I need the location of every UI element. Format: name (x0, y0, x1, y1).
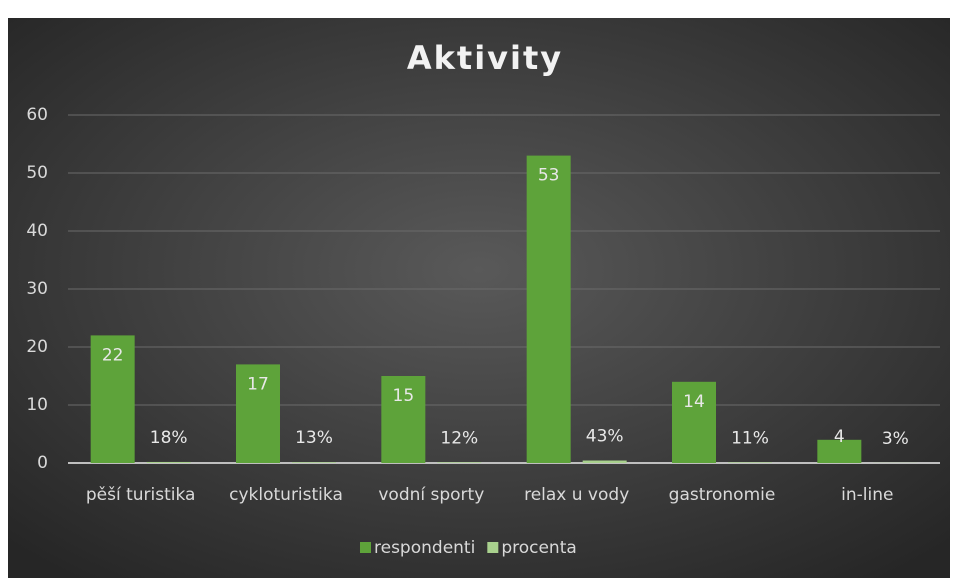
y-tick-label: 20 (26, 337, 48, 357)
chart-title: Aktivity (407, 39, 563, 77)
legend-swatch (487, 542, 498, 553)
data-label: 53 (538, 166, 560, 186)
x-tick-label: gastronomie (669, 485, 776, 505)
legend-label: respondenti (374, 538, 475, 558)
x-tick-label: cykloturistika (229, 485, 343, 505)
data-label: 22 (102, 345, 124, 365)
data-label: 15 (393, 386, 415, 406)
x-tick-label: vodní sporty (378, 485, 484, 505)
y-tick-label: 30 (26, 279, 48, 299)
x-tick-label: pěší turistika (86, 485, 196, 505)
bar (147, 462, 191, 463)
data-label: 11% (731, 428, 769, 448)
legend-swatch (360, 542, 371, 553)
legend-label: procenta (501, 538, 576, 558)
y-tick-label: 60 (26, 105, 48, 125)
data-label: 43% (586, 427, 624, 447)
bar (292, 462, 336, 463)
data-label: 3% (882, 429, 909, 449)
bar (583, 461, 627, 463)
x-tick-label: in-line (841, 485, 893, 505)
data-label: 12% (440, 428, 478, 448)
y-tick-label: 50 (26, 163, 48, 183)
bar (527, 156, 571, 463)
x-tick-label: relax u vody (524, 485, 629, 505)
data-label: 4 (834, 427, 845, 447)
y-tick-label: 10 (26, 395, 48, 415)
bar (728, 462, 772, 463)
data-label: 18% (150, 428, 188, 448)
y-tick-label: 0 (37, 453, 48, 473)
data-label: 17 (247, 374, 269, 394)
data-label: 14 (683, 392, 705, 412)
bar (437, 462, 481, 463)
y-tick-label: 40 (26, 221, 48, 241)
data-label: 13% (295, 428, 333, 448)
